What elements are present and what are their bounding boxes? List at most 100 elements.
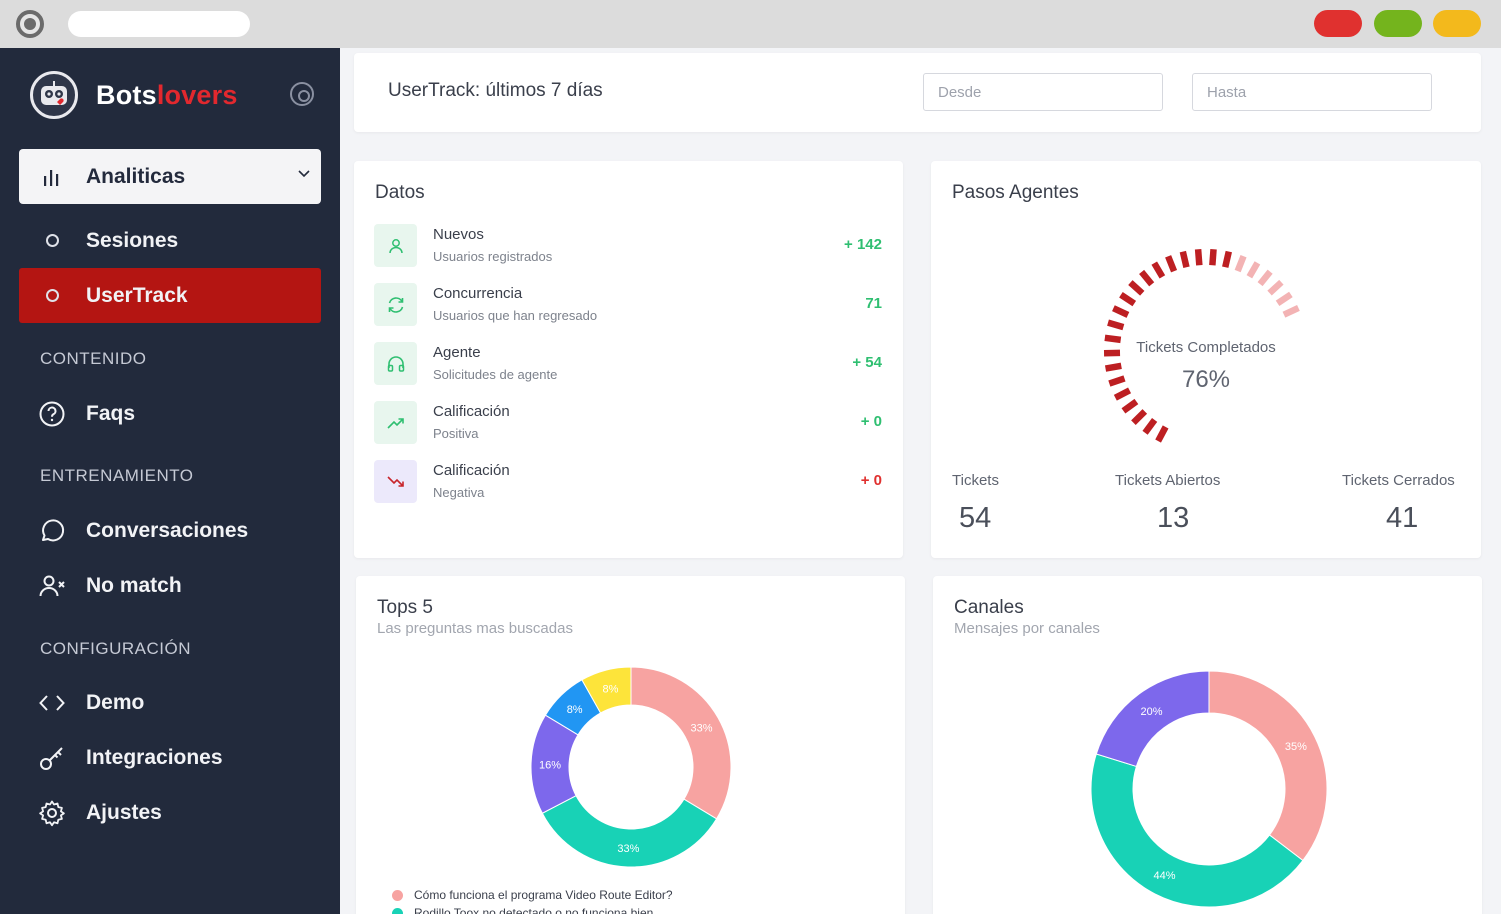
nav-no-match[interactable]: No match (38, 566, 182, 606)
stat-abiertos-label: Tickets Abiertos (1115, 472, 1221, 489)
canales-slice-label-1: 44% (1154, 870, 1176, 882)
gauge-segment (1128, 280, 1145, 296)
datos-title: Datos (375, 182, 425, 203)
canales-donut-chart: 35% 44% 20% (1090, 670, 1328, 908)
tops-slice-4[interactable] (581, 666, 632, 714)
tops-slice-label-3: 8% (567, 704, 583, 716)
nav-demo[interactable]: Demo (38, 683, 144, 723)
bar-chart-icon (44, 169, 59, 186)
circle-icon (46, 234, 59, 247)
nav-sesiones-label: Sesiones (86, 228, 179, 252)
nav-conversaciones-label: Conversaciones (86, 519, 249, 542)
tops-slice-0[interactable] (630, 666, 732, 820)
nav-faqs[interactable]: Faqs (38, 394, 135, 434)
nav-conversaciones[interactable]: Conversaciones (38, 511, 248, 551)
datos-row-value: + 0 (860, 472, 882, 489)
gauge-segment (1104, 334, 1122, 344)
window-minimize-button[interactable] (1433, 10, 1481, 37)
nav-integraciones-label: Integraciones (86, 746, 223, 769)
gauge-segment (1142, 418, 1158, 435)
stat-cerrados-value: 41 (1386, 502, 1419, 534)
brand-name-part1: Bots (96, 79, 157, 110)
sidebar-toggle-icon[interactable] (290, 82, 314, 106)
gauge-segment (1257, 269, 1273, 287)
gauge-segment (1155, 425, 1169, 443)
stat-cerrados-label: Tickets Cerrados (1342, 472, 1455, 489)
tops-title: Tops 5 (377, 597, 433, 618)
gauge-segment (1222, 250, 1232, 268)
gauge-segment (1246, 261, 1261, 279)
datos-row: Agente Solicitudes de agente + 54 (374, 342, 884, 386)
gauge-segment (1282, 304, 1300, 318)
datos-row-subtitle: Usuarios registrados (433, 249, 553, 264)
datos-row: Calificación Negativa + 0 (374, 460, 884, 504)
brand[interactable]: Botslovers (30, 70, 238, 120)
gauge-segment (1119, 292, 1137, 307)
canales-title: Canales (954, 597, 1024, 618)
browser-chrome (0, 0, 1501, 48)
user-x-icon (39, 575, 65, 597)
gauge-segment (1108, 375, 1126, 387)
canales-card: Canales Mensajes por canales 35% 44% 20% (933, 576, 1482, 914)
circle-icon (46, 289, 59, 302)
tops-subtitle: Las preguntas mas buscadas (377, 620, 573, 637)
nav-ajustes[interactable]: Ajustes (38, 793, 162, 833)
gauge-segment (1113, 387, 1132, 401)
datos-card: Datos Nuevos Usuarios registrados + 142 … (354, 161, 903, 558)
canales-slice-0[interactable] (1208, 670, 1328, 862)
brand-name: Botslovers (96, 80, 238, 111)
legend-item: Rodillo Toox no detectado o no funciona … (392, 906, 653, 914)
tops-slice-label-0: 33% (691, 722, 713, 734)
browser-logo-icon (16, 10, 44, 38)
canales-slice-2[interactable] (1095, 670, 1210, 768)
settings-gear-icon (39, 800, 65, 827)
pasos-agentes-card: Pasos Agentes Tickets Completados 76% Ti… (931, 161, 1481, 558)
datos-row: Nuevos Usuarios registrados + 142 (374, 224, 884, 268)
gauge-segment (1194, 249, 1203, 266)
help-circle-icon (39, 401, 65, 427)
nav-no-match-label: No match (86, 574, 182, 597)
pasos-title: Pasos Agentes (952, 182, 1079, 203)
section-entrenamiento: ENTRENAMIENTO (40, 466, 194, 485)
sidebar: Botslovers Analiticas Sesiones UserTrack… (0, 48, 340, 914)
gauge-segment (1179, 250, 1190, 268)
gauge-segment (1234, 254, 1247, 273)
datos-row-subtitle: Positiva (433, 426, 479, 441)
window-maximize-button[interactable] (1374, 10, 1422, 37)
gauge-segment (1104, 362, 1122, 372)
tops-slice-label-1: 33% (617, 843, 639, 855)
chevron-down-icon (298, 170, 310, 178)
datos-row: Concurrencia Usuarios que han regresado … (374, 283, 884, 327)
brand-name-part2: lovers (156, 79, 238, 110)
stat-tickets-label: Tickets (952, 472, 999, 489)
datos-row-subtitle: Usuarios que han regresado (433, 308, 598, 323)
nav-sesiones[interactable]: Sesiones (19, 213, 321, 268)
tops-slice-label-2: 16% (539, 759, 561, 771)
legend-label: Cómo funciona el programa Video Route Ed… (414, 888, 673, 902)
refresh-icon (374, 283, 417, 326)
desde-date-input[interactable] (923, 73, 1163, 111)
canales-slice-1[interactable] (1090, 753, 1304, 908)
datos-row-value: + 54 (852, 354, 882, 371)
message-circle-icon (42, 519, 65, 542)
legend-label: Rodillo Toox no detectado o no funciona … (414, 906, 654, 914)
tops-slice-1[interactable] (541, 795, 718, 868)
gauge-segment (1209, 249, 1217, 266)
window-close-button[interactable] (1314, 10, 1362, 37)
address-bar[interactable] (68, 11, 250, 37)
code-icon (39, 695, 65, 711)
gauge-label: Tickets Completados (1136, 339, 1276, 356)
nav-integraciones[interactable]: Integraciones (38, 738, 223, 778)
datos-row-title: Agente (433, 344, 481, 361)
tops-donut-chart: 33% 33% 16% 8% 8% (530, 666, 732, 868)
nav-faqs-label: Faqs (86, 402, 136, 425)
datos-row-title: Calificación (433, 403, 510, 420)
legend-swatch (392, 907, 403, 914)
nav-usertrack[interactable]: UserTrack (19, 268, 321, 323)
hasta-date-input[interactable] (1192, 73, 1432, 111)
nav-analiticas[interactable]: Analiticas (19, 149, 321, 204)
robot-logo-icon (30, 71, 78, 119)
gauge-segment (1131, 409, 1148, 425)
legend-item: Cómo funciona el programa Video Route Ed… (392, 888, 673, 902)
header-card: UserTrack: últimos 7 días (354, 53, 1481, 132)
